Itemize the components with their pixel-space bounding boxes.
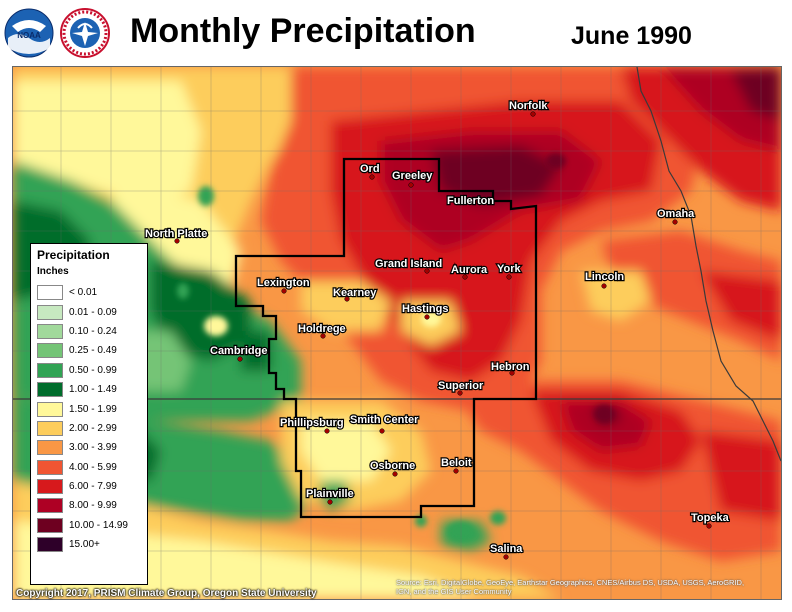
city-label-york: York bbox=[497, 263, 522, 275]
legend-item: 15.00+ bbox=[37, 535, 128, 554]
legend-item: 4.00 - 5.99 bbox=[37, 458, 128, 477]
city-labels: Norfolk Ord Greeley Fullerton North Plat… bbox=[144, 99, 731, 556]
legend-swatch bbox=[37, 323, 63, 339]
legend-item: 6.00 - 7.99 bbox=[37, 477, 128, 496]
legend-item: 1.50 - 1.99 bbox=[37, 399, 128, 418]
city-label-greeley: Greeley bbox=[392, 170, 433, 182]
city-label-north-platte: North Platte bbox=[145, 228, 207, 240]
legend-swatch bbox=[37, 459, 63, 475]
legend-label: 6.00 - 7.99 bbox=[69, 481, 117, 493]
city-label-plainville: Plainville bbox=[306, 488, 354, 500]
legend-label: 0.01 - 0.09 bbox=[69, 306, 117, 318]
source-line-1: Source: Esri, DigitalGlobe, GeoEye, Eart… bbox=[396, 578, 745, 587]
city-label-hebron: Hebron bbox=[491, 361, 530, 373]
city-dots bbox=[174, 111, 712, 560]
legend-label: 4.00 - 5.99 bbox=[69, 461, 117, 473]
precipitation-legend: Precipitation Inches < 0.01 0.01 - 0.09 … bbox=[30, 243, 148, 585]
legend-title: Precipitation bbox=[37, 248, 110, 262]
source-line-2: IGN, and the GIS User Community bbox=[396, 587, 512, 596]
city-label-fullerton: Fullerton bbox=[447, 195, 494, 207]
city-label-grand-island: Grand Island bbox=[375, 258, 442, 270]
city-label-cambridge: Cambridge bbox=[210, 345, 267, 357]
legend-unit: Inches bbox=[37, 266, 69, 277]
noaa-logo-text: NOAA bbox=[17, 31, 41, 40]
legend-swatch bbox=[37, 285, 63, 301]
legend-swatch bbox=[37, 479, 63, 495]
legend-item: < 0.01 bbox=[37, 283, 128, 302]
legend-swatch bbox=[37, 537, 63, 553]
city-label-phillipsburg: Phillipsburg bbox=[280, 417, 344, 429]
legend-label: 0.50 - 0.99 bbox=[69, 364, 117, 376]
legend-label: 10.00 - 14.99 bbox=[69, 519, 128, 531]
header: NOAA Monthly Precipitation June 1990 bbox=[0, 0, 792, 66]
legend-label: 0.10 - 0.24 bbox=[69, 325, 117, 337]
legend-swatch bbox=[37, 362, 63, 378]
city-label-topeka: Topeka bbox=[691, 512, 730, 524]
legend-item: 2.00 - 2.99 bbox=[37, 419, 128, 438]
legend-label: 1.50 - 1.99 bbox=[69, 403, 117, 415]
legend-label: 2.00 - 2.99 bbox=[69, 422, 117, 434]
legend-swatch bbox=[37, 440, 63, 456]
legend-item: 10.00 - 14.99 bbox=[37, 516, 128, 535]
nws-logo bbox=[60, 8, 110, 58]
legend-label: 1.00 - 1.49 bbox=[69, 384, 117, 396]
city-label-kearney: Kearney bbox=[333, 287, 377, 299]
legend-swatch bbox=[37, 517, 63, 533]
cwa-boundary bbox=[234, 157, 538, 519]
city-label-aurora: Aurora bbox=[451, 264, 488, 276]
legend-swatch bbox=[37, 343, 63, 359]
legend-label: 15.00+ bbox=[69, 539, 100, 551]
city-label-lexington: Lexington bbox=[257, 277, 310, 289]
legend-item: 1.00 - 1.49 bbox=[37, 380, 128, 399]
city-label-beloit: Beloit bbox=[441, 457, 472, 469]
city-label-osborne: Osborne bbox=[370, 460, 415, 472]
city-label-norfolk: Norfolk bbox=[509, 100, 548, 112]
legend-label: 8.00 - 9.99 bbox=[69, 500, 117, 512]
legend-item: 0.10 - 0.24 bbox=[37, 322, 128, 341]
legend-item: 0.50 - 0.99 bbox=[37, 361, 128, 380]
copyright-text: Copyright 2017, PRISM Climate Group, Ore… bbox=[16, 588, 317, 599]
legend-label: 0.25 - 0.49 bbox=[69, 345, 117, 357]
city-label-smith-center: Smith Center bbox=[350, 414, 419, 426]
legend-swatch bbox=[37, 420, 63, 436]
city-label-hastings: Hastings bbox=[402, 303, 448, 315]
page-title: Monthly Precipitation bbox=[130, 12, 476, 50]
legend-list: < 0.01 0.01 - 0.09 0.10 - 0.24 0.25 - 0.… bbox=[37, 283, 128, 554]
source-credits: Source: Esri, DigitalGlobe, GeoEye, Eart… bbox=[396, 578, 776, 596]
legend-item: 0.25 - 0.49 bbox=[37, 341, 128, 360]
city-label-salina: Salina bbox=[490, 543, 523, 555]
legend-item: 3.00 - 3.99 bbox=[37, 438, 128, 457]
city-label-holdrege: Holdrege bbox=[298, 323, 346, 335]
city-label-omaha: Omaha bbox=[657, 208, 695, 220]
city-label-ord: Ord bbox=[360, 163, 380, 175]
legend-swatch bbox=[37, 382, 63, 398]
legend-item: 8.00 - 9.99 bbox=[37, 496, 128, 515]
city-label-lincoln: Lincoln bbox=[585, 271, 624, 283]
legend-label: < 0.01 bbox=[69, 287, 98, 299]
precip-spots bbox=[177, 153, 614, 541]
legend-swatch bbox=[37, 304, 63, 320]
legend-label: 3.00 - 3.99 bbox=[69, 442, 117, 454]
legend-item: 0.01 - 0.09 bbox=[37, 302, 128, 321]
legend-swatch bbox=[37, 401, 63, 417]
city-label-superior: Superior bbox=[438, 380, 484, 392]
noaa-logo: NOAA bbox=[4, 8, 54, 58]
legend-swatch bbox=[37, 498, 63, 514]
map-date: June 1990 bbox=[571, 22, 692, 50]
